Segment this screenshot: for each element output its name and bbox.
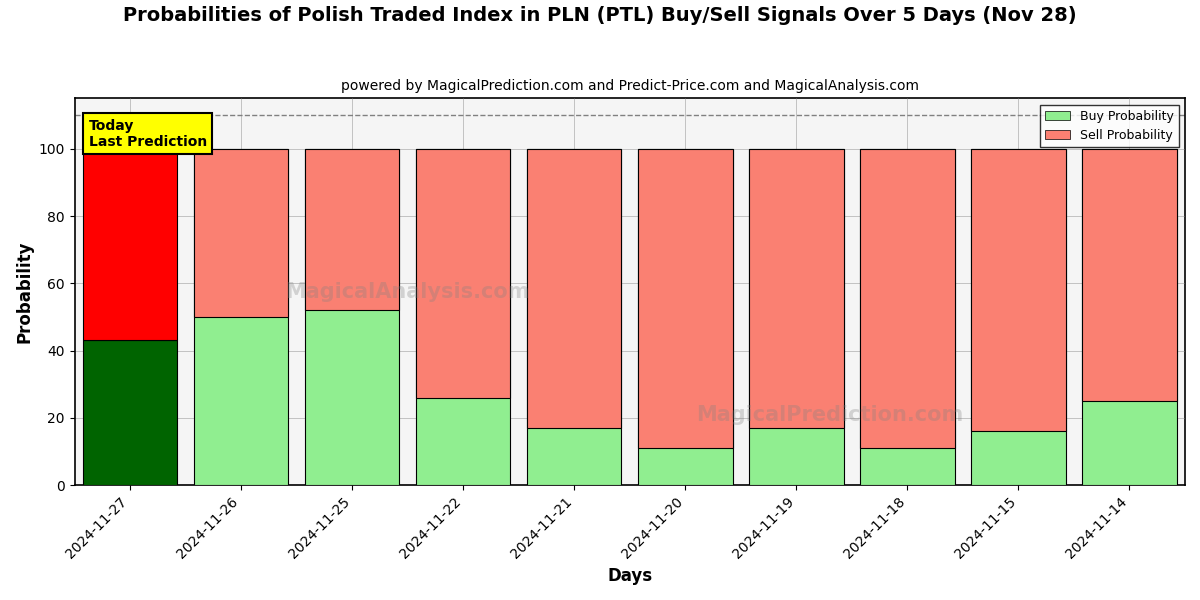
Y-axis label: Probability: Probability [16,241,34,343]
Legend: Buy Probability, Sell Probability: Buy Probability, Sell Probability [1040,104,1178,147]
Bar [749,149,844,485]
Bar [305,149,400,485]
Bar [971,149,1066,485]
Bar [416,149,510,485]
Bar [638,149,732,448]
Bar [749,149,844,428]
Text: MagicalPrediction.com: MagicalPrediction.com [696,406,964,425]
Bar [194,149,288,317]
Bar [194,149,288,485]
Bar [416,149,510,398]
Bar [860,149,955,448]
Bar [527,149,622,485]
Bar [83,149,178,340]
Bar [527,149,622,428]
Bar [83,340,178,485]
Bar [1082,149,1177,401]
Text: Probabilities of Polish Traded Index in PLN (PTL) Buy/Sell Signals Over 5 Days (: Probabilities of Polish Traded Index in … [124,6,1076,25]
Title: powered by MagicalPrediction.com and Predict-Price.com and MagicalAnalysis.com: powered by MagicalPrediction.com and Pre… [341,79,919,93]
Bar [1082,149,1177,485]
Text: MagicalAnalysis.com: MagicalAnalysis.com [286,282,530,302]
X-axis label: Days: Days [607,567,653,585]
Text: Today
Last Prediction: Today Last Prediction [89,119,206,149]
Bar [305,149,400,310]
Bar [860,149,955,485]
Bar [638,149,732,485]
Bar [971,149,1066,431]
